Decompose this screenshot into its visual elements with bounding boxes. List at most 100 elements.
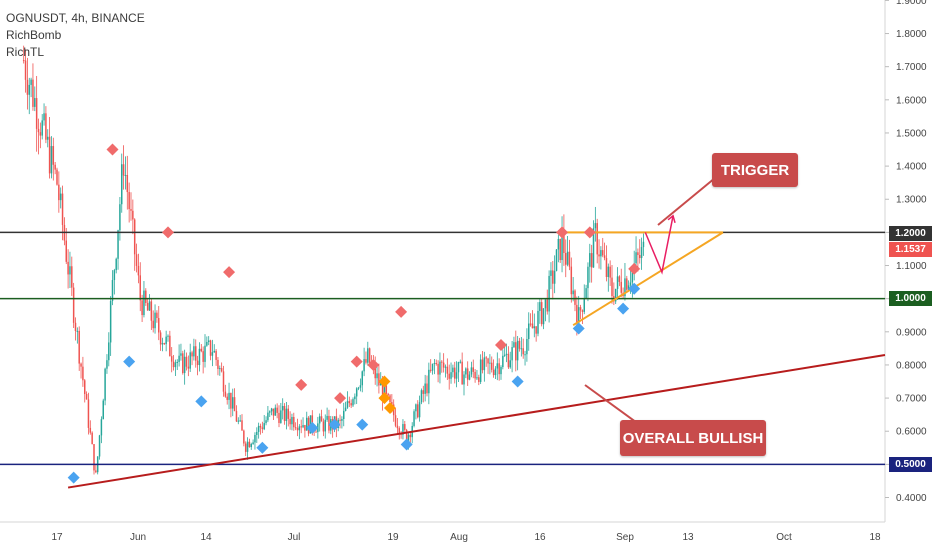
candle-body <box>452 367 454 373</box>
buy-signal-marker[interactable] <box>67 471 80 484</box>
candle-body <box>252 442 254 445</box>
sell-signal-marker[interactable] <box>395 305 408 318</box>
buy-signal-marker[interactable] <box>572 322 585 335</box>
sell-signal-marker[interactable] <box>583 226 596 239</box>
candle-body <box>100 419 103 436</box>
candle-body <box>367 348 369 363</box>
candle-body <box>355 388 358 397</box>
candle-body <box>350 403 352 406</box>
candle-body <box>209 340 212 356</box>
buy-signal-marker[interactable] <box>628 282 641 295</box>
candle-body <box>281 405 284 411</box>
orange-signal-marker[interactable] <box>378 392 391 405</box>
candle-body <box>594 223 597 229</box>
candle-body <box>109 301 112 343</box>
price-tick-label: 1.7000 <box>896 62 927 73</box>
candle-body <box>315 431 317 433</box>
candle-body <box>454 367 456 379</box>
candle-body <box>540 302 543 325</box>
candle-body <box>24 60 27 80</box>
candle-body <box>93 444 95 471</box>
candle-body <box>56 169 58 185</box>
candle-body <box>609 266 611 278</box>
candle-body <box>222 371 225 392</box>
base-price-tag: 0.5000 <box>889 457 932 472</box>
buy-signal-marker[interactable] <box>328 418 341 431</box>
candle-body <box>128 192 130 210</box>
candle-body <box>76 330 79 332</box>
triangle-bottom-line[interactable] <box>572 231 724 327</box>
candle-body <box>398 428 400 434</box>
candle-body <box>71 266 73 288</box>
candle-body <box>529 323 532 325</box>
price-tick-label: 0.8000 <box>896 360 927 371</box>
candle-body <box>637 252 639 256</box>
candle-body <box>472 367 474 372</box>
candle-body <box>574 290 576 305</box>
candle-body <box>642 241 645 248</box>
sell-signal-marker[interactable] <box>223 266 236 279</box>
candle-body <box>544 299 547 309</box>
price-tick-label: 0.7000 <box>896 394 927 405</box>
candle-body <box>318 416 321 424</box>
legend-indicator-richtl[interactable]: RichTL <box>6 45 45 59</box>
buy-signal-marker[interactable] <box>617 302 630 315</box>
candle-body <box>409 434 412 438</box>
buy-signal-marker[interactable] <box>511 375 524 388</box>
buy-signal-marker[interactable] <box>306 421 319 434</box>
sell-signal-marker[interactable] <box>350 355 363 368</box>
orange-signal-marker[interactable] <box>378 375 391 388</box>
sell-signal-marker[interactable] <box>162 226 174 239</box>
overall-bullish-callout: OVERALL BULLISH <box>620 420 766 456</box>
candle-body <box>361 371 363 386</box>
candle-body <box>121 164 123 205</box>
sell-signal-marker[interactable] <box>628 262 641 275</box>
candle-body <box>470 367 473 375</box>
buy-signal-marker[interactable] <box>123 355 136 368</box>
candle-body <box>589 253 591 267</box>
candle-body <box>270 408 273 412</box>
candle-body <box>596 223 598 255</box>
sell-signal-marker[interactable] <box>556 226 569 239</box>
candle-body <box>302 425 304 428</box>
candle-body <box>272 408 275 416</box>
legend-symbol[interactable]: OGNUSDT, 4h, BINANCE <box>6 11 145 25</box>
candle-body <box>115 258 117 271</box>
candle-body <box>283 405 286 421</box>
legend-indicator-richbomb[interactable]: RichBomb <box>6 28 62 42</box>
candle-body <box>629 282 632 286</box>
candle-body <box>363 359 365 372</box>
overall-bullish-trendline[interactable] <box>67 354 886 489</box>
sell-signal-marker[interactable] <box>295 378 308 391</box>
candle-body <box>352 399 354 406</box>
candle-body <box>429 369 432 371</box>
candle-body <box>280 410 282 423</box>
candle-body <box>627 285 630 290</box>
sell-signal-marker[interactable] <box>334 392 347 405</box>
candle-body <box>624 278 626 297</box>
candle-body <box>498 363 500 375</box>
buy-signal-marker[interactable] <box>400 438 413 451</box>
time-tick-label: 17 <box>51 532 63 543</box>
candle-body <box>387 393 389 396</box>
orange-signal-marker[interactable] <box>384 402 396 415</box>
trigger-callout: TRIGGER <box>712 153 798 187</box>
candle-body <box>635 252 637 264</box>
candle-body <box>139 275 141 301</box>
candle-body <box>211 352 214 356</box>
candle-body <box>466 368 469 380</box>
buy-signal-marker[interactable] <box>195 395 208 408</box>
candle-body <box>189 352 191 369</box>
candle-body <box>82 366 84 381</box>
buy-signal-marker[interactable] <box>256 441 269 454</box>
candle-body <box>605 258 608 277</box>
sell-signal-marker[interactable] <box>367 358 380 371</box>
candle-body <box>232 397 234 409</box>
buy-signal-marker[interactable] <box>356 418 369 431</box>
candle-body <box>455 372 458 379</box>
candle-body <box>483 357 486 371</box>
sell-signal-marker[interactable] <box>495 339 507 352</box>
candle-body <box>426 383 428 394</box>
sell-signal-marker[interactable] <box>106 143 119 156</box>
